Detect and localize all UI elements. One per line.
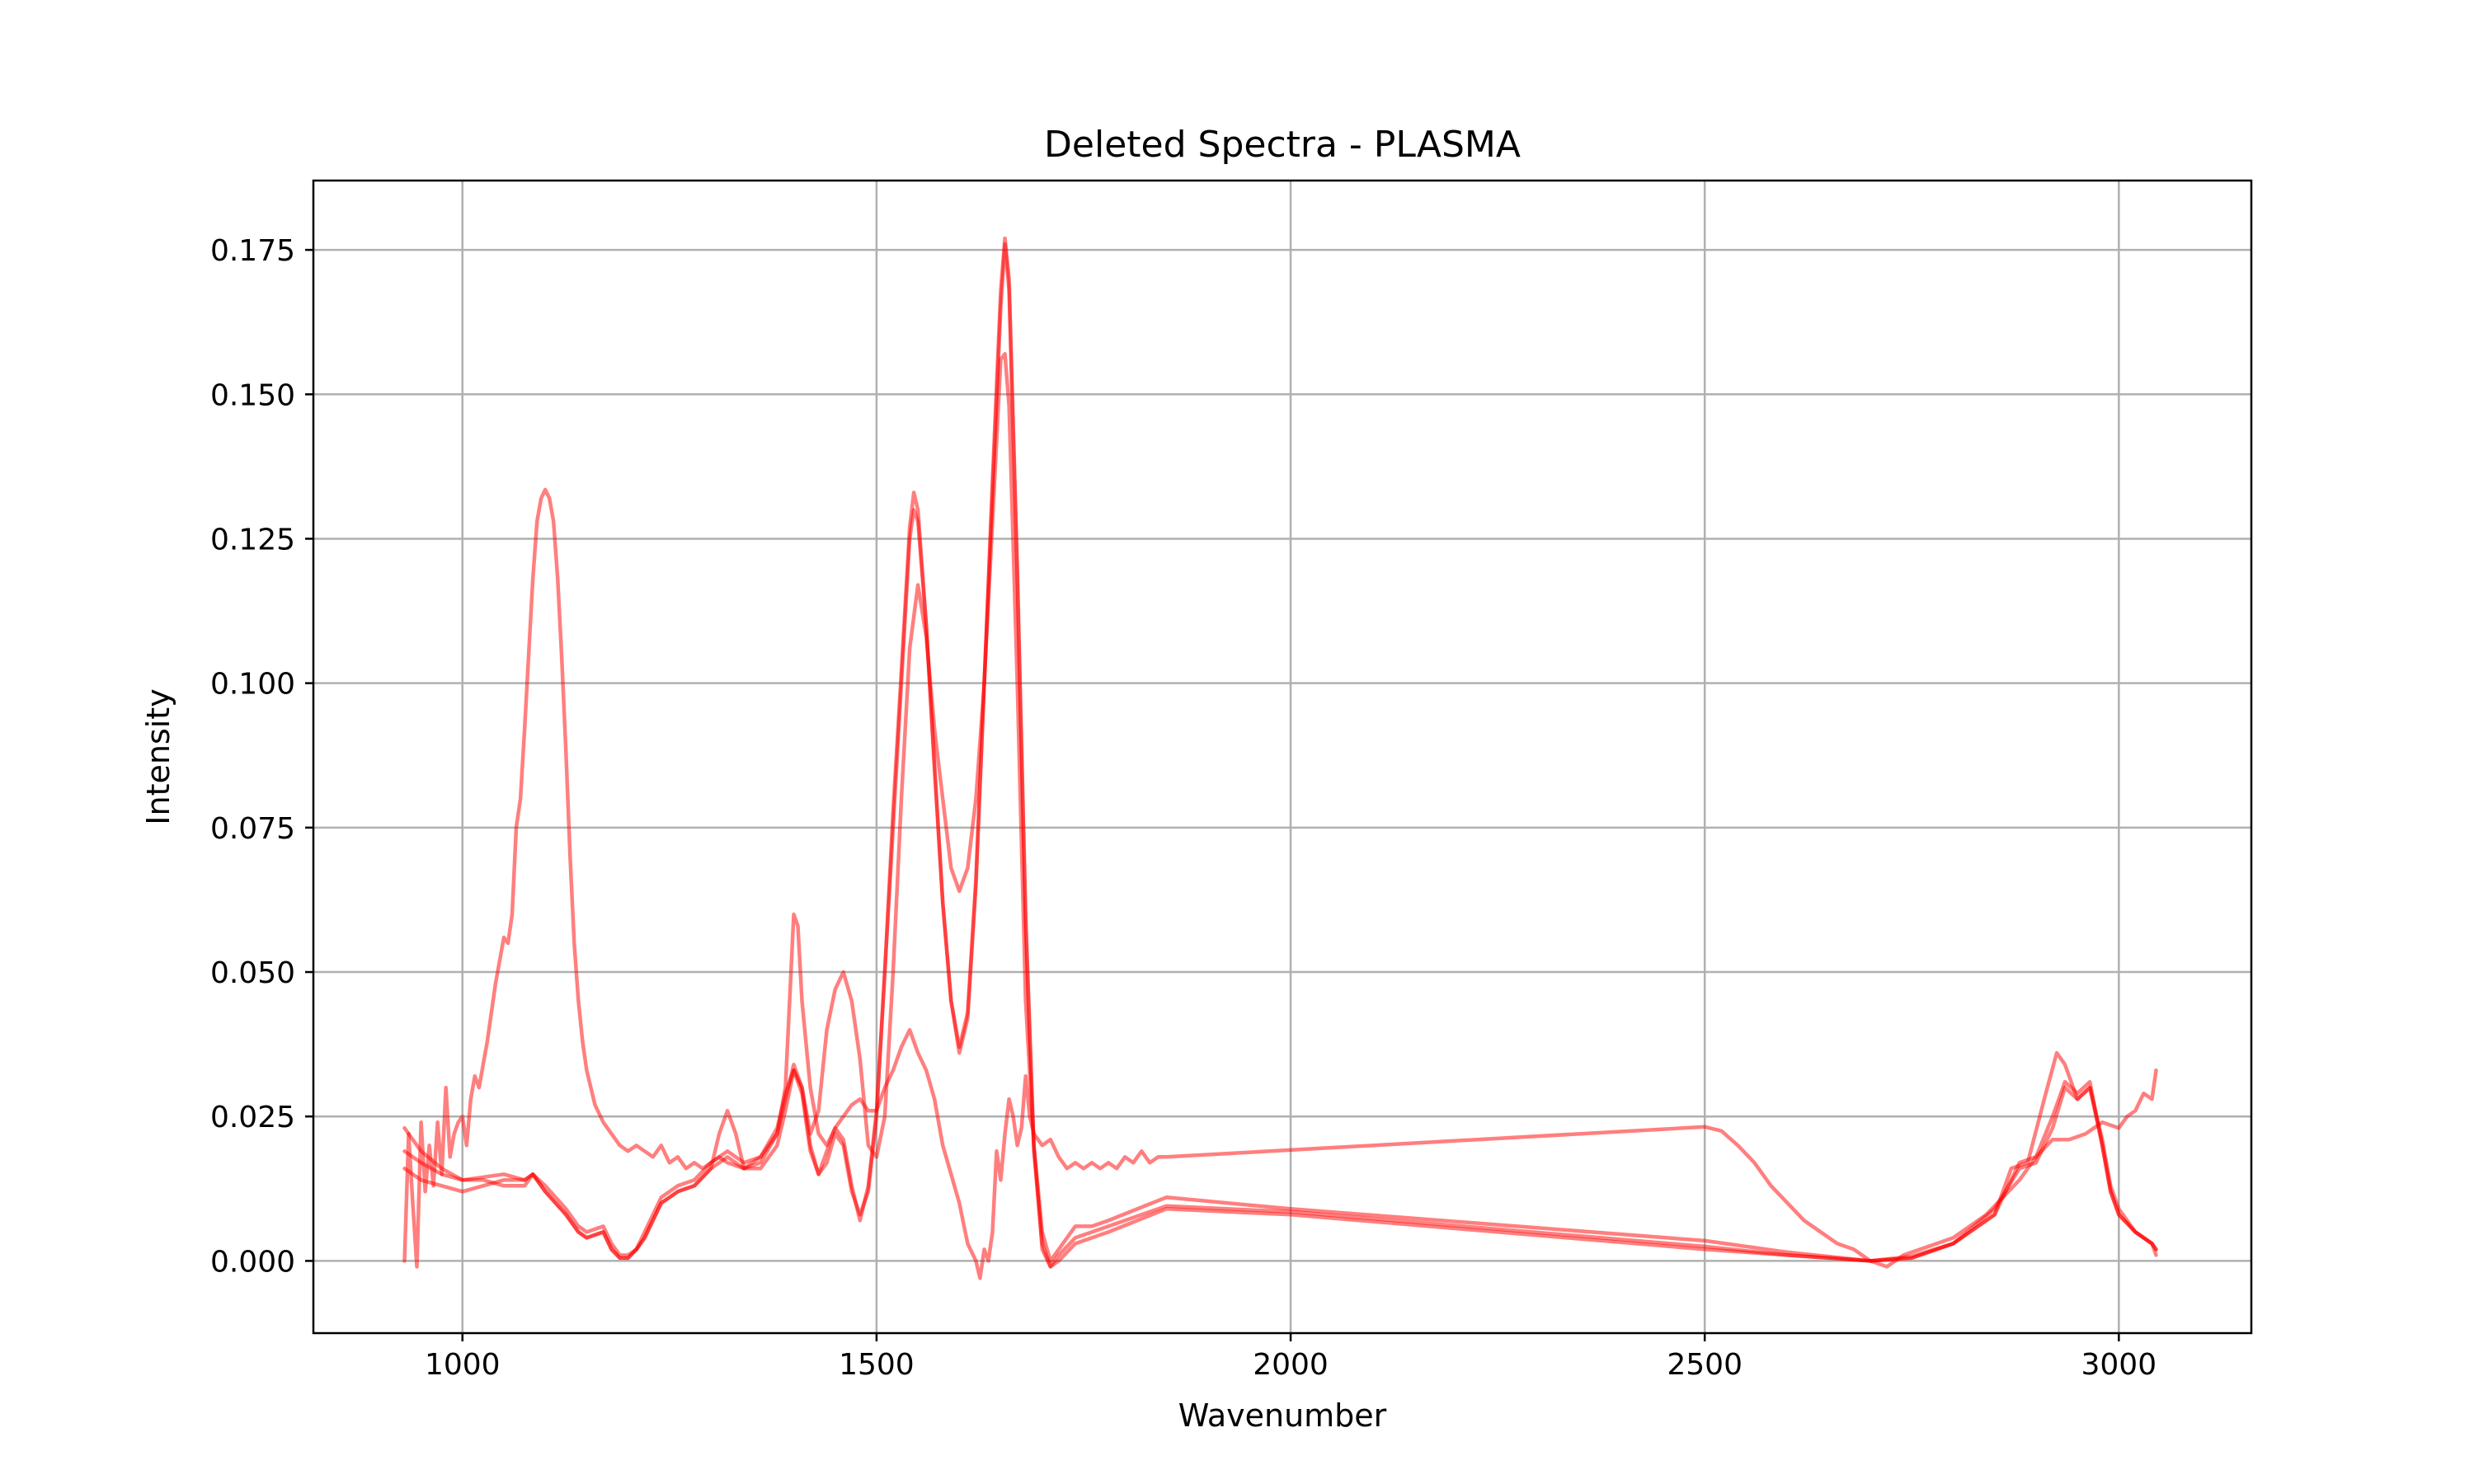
x-tick-label: 2500 [1667, 1348, 1743, 1382]
x-tick-label: 1000 [425, 1348, 501, 1382]
plot-frame [312, 179, 2253, 1335]
series-lines [402, 236, 2158, 1280]
x-axis-ticks: 1000 1500 2000 2500 3000 [425, 1333, 2157, 1382]
spectrum-line-4 [402, 242, 2158, 1269]
x-tick-label: 1500 [839, 1348, 915, 1382]
y-tick-label: 0.150 [210, 378, 295, 412]
y-tick-label: 0.050 [210, 956, 295, 990]
x-tick-label: 2000 [1253, 1348, 1329, 1382]
y-tick-label: 0.125 [210, 523, 295, 556]
y-tick-label: 0.000 [210, 1245, 295, 1279]
grid [313, 181, 2251, 1333]
x-tick-label: 3000 [2081, 1348, 2157, 1382]
spectrum-line-1 [402, 487, 2158, 1280]
y-tick-label: 0.075 [210, 812, 295, 846]
chart-title: Deleted Spectra - PLASMA [1044, 124, 1521, 166]
y-tick-label: 0.025 [210, 1101, 295, 1134]
y-axis-label: Intensity [140, 688, 176, 824]
x-axis-label: Wavenumber [1178, 1397, 1387, 1434]
y-tick-label: 0.100 [210, 668, 295, 702]
y-tick-label: 0.175 [210, 234, 295, 268]
y-axis-ticks: 0.000 0.025 0.050 0.075 0.100 0.125 0.150 0.175 [210, 234, 313, 1279]
